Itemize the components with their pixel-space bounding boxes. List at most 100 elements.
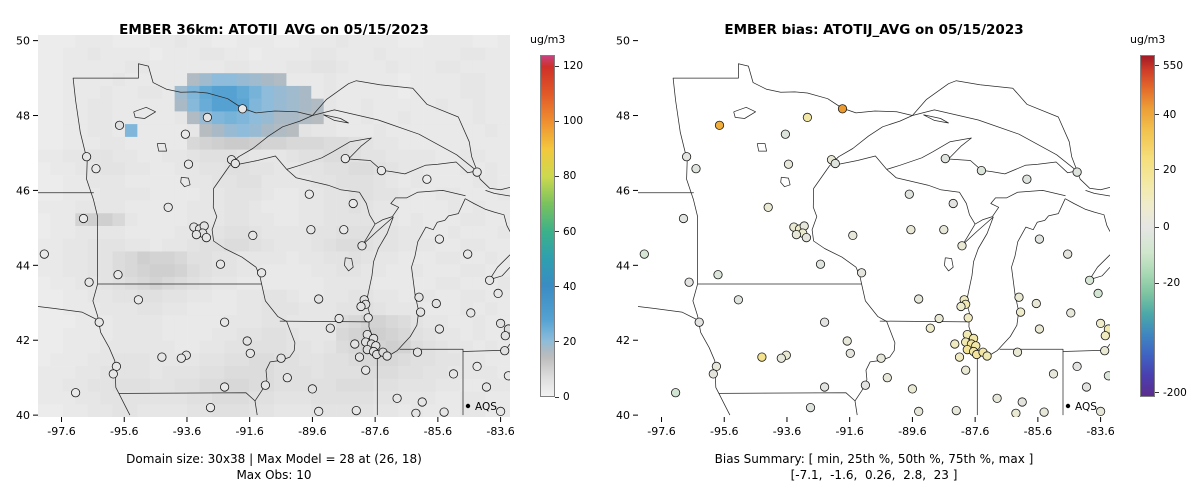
site-marker [339, 225, 349, 235]
site-marker [108, 369, 118, 379]
state-outline [118, 392, 258, 416]
site-marker [1100, 331, 1110, 341]
bias-caption-line1: Bias Summary: [ min, 25th %, 50th %, 75t… [714, 452, 1034, 466]
model-plot-layer [38, 35, 510, 417]
site-marker [71, 388, 81, 398]
x-tick-label: -83.6 [1086, 425, 1114, 438]
site-marker [678, 213, 689, 224]
x-tick-label: -93.6 [773, 425, 801, 438]
aqs-legend-label: AQS [1075, 401, 1097, 413]
site-marker [956, 301, 966, 312]
model-colorbar-gradient [540, 55, 555, 397]
site-marker [856, 268, 867, 278]
state-outline [638, 306, 701, 322]
x-tick-label: -85.6 [424, 425, 452, 438]
site-marker [230, 158, 240, 169]
site-marker [1034, 234, 1044, 244]
site-marker [845, 348, 855, 358]
axes: -97.6 -95.6 -93.6 -91.6 -89.6 -87.6 -85.6 -83.6… [16, 35, 515, 438]
colorbar-tick-label: 0 [563, 391, 570, 403]
site-marker [481, 382, 492, 392]
state-outline [1085, 190, 1110, 197]
state-outline [92, 283, 131, 416]
aqs-legend-label: AQS [475, 401, 497, 413]
model-caption: Domain size: 30x38 | Max Model = 28 at (… [4, 451, 544, 483]
site-marker [940, 154, 950, 164]
site-marker [334, 313, 344, 324]
site-marker [639, 249, 649, 259]
state-outline [923, 114, 949, 124]
site-marker [801, 233, 811, 243]
site-marker [733, 295, 743, 305]
colorbar-tick [555, 120, 559, 122]
site-marker [495, 318, 506, 328]
x-tick-label: -85.6 [1024, 425, 1052, 438]
site-marker [351, 405, 361, 416]
site-marker [684, 277, 694, 287]
site-marker [314, 294, 324, 304]
site-marker [382, 351, 392, 361]
site-marker [948, 198, 958, 209]
site-marker [484, 275, 495, 285]
site-marker [763, 202, 773, 212]
model-caption-line1: Domain size: 30x38 | Max Model = 28 at (… [126, 452, 422, 466]
site-marker [434, 324, 444, 334]
x-tick-label: -97.6 [647, 425, 675, 438]
site-marker [176, 353, 186, 363]
bias-panel-title: EMBER bias: ATOTIJ_AVG on 05/15/2023 [724, 21, 1024, 38]
y-tick-label: 46 [616, 184, 630, 197]
colorbar-tick-label: 0 [1163, 221, 1170, 234]
state-outline [1076, 170, 1110, 191]
state-outline [1065, 198, 1110, 232]
colorbar-tick [1155, 392, 1159, 394]
colorbar-tick [555, 286, 559, 288]
y-tick-label: 48 [16, 110, 30, 123]
bias-panel: EMBER bias: ATOTIJ_AVG on 05/15/2023 -97… [600, 0, 1200, 502]
site-marker [830, 158, 840, 169]
colorbar-tick [1155, 282, 1159, 284]
state-outline [180, 176, 191, 188]
model-colorbar: ug/m3 0 20 40 60 80 100 120 [530, 33, 610, 403]
site-marker [1017, 397, 1027, 407]
site-marker [422, 174, 432, 184]
bias-caption-line2: [-7.1, -1.6, 0.26, 2.8, 23 ] [790, 468, 958, 482]
state-outline [254, 283, 296, 402]
site-marker [493, 288, 503, 298]
bias-colorbar-gradient [1140, 55, 1155, 397]
site-marker [934, 313, 944, 324]
y-tick-label: 42 [616, 334, 630, 347]
site-marker [256, 268, 267, 278]
colorbar-tick-label: 20 [563, 335, 577, 348]
site-marker [1100, 346, 1110, 356]
site-marker [314, 406, 324, 416]
site-marker [245, 348, 255, 358]
site-marker [1072, 167, 1082, 177]
site-marker [434, 234, 444, 244]
site-marker [914, 406, 924, 416]
site-marker [500, 346, 510, 356]
site-marker [503, 371, 510, 381]
site-marker [237, 104, 248, 114]
colorbar-tick-label: 100 [563, 115, 584, 128]
site-marker [837, 104, 848, 114]
site-marker [1015, 307, 1026, 317]
state-outline [489, 254, 510, 280]
raster-layer [38, 35, 510, 417]
site-marker [820, 317, 830, 327]
state-outline [854, 283, 896, 402]
site-marker [78, 213, 89, 224]
site-marker [307, 384, 317, 394]
x-tick-label: -83.6 [486, 425, 514, 438]
state-outline [1089, 266, 1110, 280]
site-marker [1063, 249, 1073, 259]
site-marker [500, 331, 510, 341]
state-outline [692, 283, 731, 416]
basemap-outlines [638, 63, 1110, 416]
site-markers [639, 104, 1110, 417]
bias-map: -97.6 -95.6 -93.6 -91.6 -89.6 -87.6 -85.6 -83.6… [616, 35, 1115, 438]
model-panel: EMBER 36km: ATOTIJ_AVG on 05/15/2023 -97… [4, 22, 583, 483]
site-marker [1034, 324, 1044, 334]
bias-caption: Bias Summary: [ min, 25th %, 50th %, 75t… [604, 451, 1144, 483]
site-marker [860, 380, 870, 390]
